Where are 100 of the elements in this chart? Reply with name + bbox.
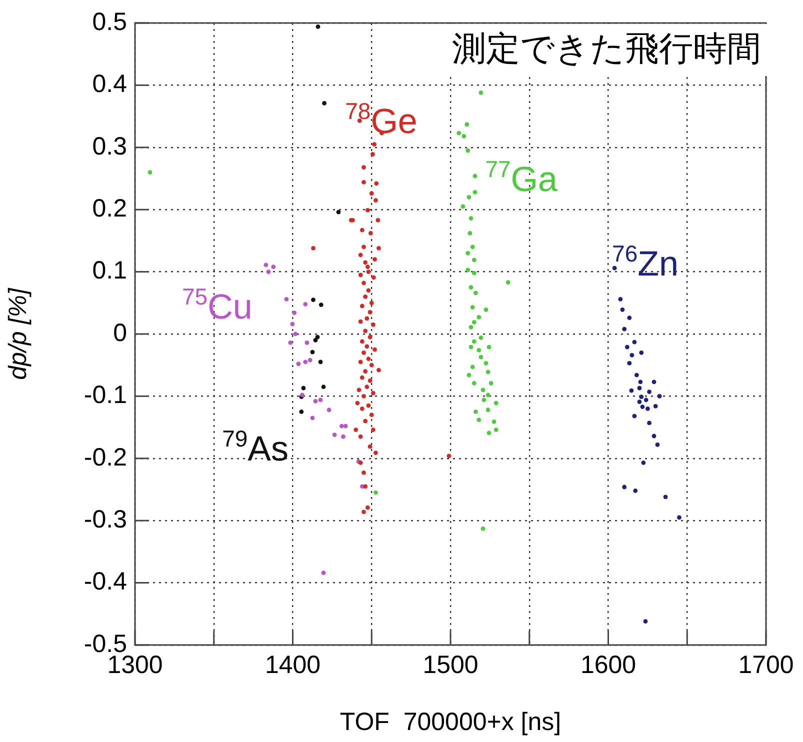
point	[632, 414, 637, 418]
chart-title: 測定できた飛行時間	[442, 24, 767, 76]
point	[655, 442, 660, 447]
point	[641, 460, 646, 465]
y-tick-label: 0.3	[92, 132, 127, 160]
point	[318, 360, 323, 364]
point	[148, 170, 152, 174]
point	[472, 320, 476, 324]
point	[472, 190, 478, 194]
point	[494, 400, 498, 406]
point	[271, 264, 276, 270]
point	[640, 404, 645, 409]
point	[374, 490, 378, 495]
point	[318, 302, 324, 307]
y-tick-label: -0.3	[84, 505, 127, 534]
x-axis-title: TOF 700000+x [ns]	[340, 708, 562, 736]
point	[313, 338, 318, 342]
point	[627, 316, 632, 320]
point	[310, 350, 315, 354]
point	[339, 424, 344, 428]
y-tick-label: 0.1	[92, 256, 127, 285]
point	[647, 390, 652, 394]
point	[299, 410, 304, 414]
point	[637, 386, 642, 390]
y-tick-label: -0.2	[84, 443, 127, 472]
point	[326, 408, 332, 412]
point	[468, 324, 474, 330]
point	[466, 250, 470, 256]
point	[311, 298, 316, 302]
point	[486, 430, 492, 436]
point	[478, 354, 484, 360]
point	[633, 488, 638, 493]
point	[462, 134, 466, 138]
point	[624, 344, 630, 350]
point	[470, 244, 475, 250]
point	[645, 406, 650, 411]
point	[480, 526, 486, 531]
point	[478, 90, 484, 95]
y-tick-label: -0.1	[84, 381, 127, 410]
point	[466, 194, 472, 200]
point	[632, 340, 637, 344]
point	[639, 350, 644, 355]
point	[638, 380, 643, 384]
y-tick-label: -0.4	[84, 568, 128, 596]
point	[308, 358, 312, 362]
point	[472, 258, 476, 262]
point	[264, 262, 268, 268]
point	[480, 388, 486, 392]
point	[321, 570, 326, 576]
point	[343, 424, 348, 428]
point	[322, 101, 326, 106]
point	[620, 308, 625, 312]
y-axis-title: dp/p [%]	[4, 287, 32, 380]
point	[630, 352, 634, 358]
point	[313, 398, 318, 404]
point	[472, 174, 478, 178]
x-tick-label: 1700	[738, 650, 794, 679]
point	[634, 372, 639, 378]
point	[472, 270, 476, 276]
point	[486, 392, 490, 398]
point	[460, 204, 466, 209]
point	[644, 398, 648, 402]
point	[639, 394, 644, 400]
point	[486, 344, 492, 350]
point	[478, 336, 484, 340]
point	[627, 361, 632, 366]
point	[622, 484, 627, 490]
point	[336, 210, 341, 214]
point	[612, 266, 617, 270]
point	[341, 434, 346, 439]
point	[470, 364, 475, 370]
point	[647, 420, 652, 426]
point	[482, 398, 486, 402]
point	[466, 148, 470, 153]
y-tick-label: 0	[113, 318, 127, 347]
point	[266, 270, 271, 274]
point	[643, 619, 648, 624]
y-tick-label: 0.2	[92, 194, 127, 222]
point	[316, 24, 320, 29]
y-tick-label: 0.5	[92, 8, 127, 36]
point	[474, 290, 478, 296]
point	[310, 416, 315, 420]
point	[486, 408, 490, 412]
point	[284, 296, 289, 302]
point	[472, 380, 476, 386]
point	[296, 362, 301, 366]
point	[468, 344, 474, 350]
point	[476, 418, 482, 422]
point	[637, 400, 642, 404]
point	[468, 231, 472, 236]
point	[292, 310, 297, 316]
point	[303, 302, 308, 306]
point	[288, 340, 293, 345]
point	[652, 380, 656, 384]
y-tick-label: 0.4	[92, 70, 128, 98]
point	[301, 386, 306, 390]
point	[472, 339, 476, 344]
point	[474, 410, 478, 414]
point	[652, 434, 656, 438]
point	[476, 315, 482, 320]
